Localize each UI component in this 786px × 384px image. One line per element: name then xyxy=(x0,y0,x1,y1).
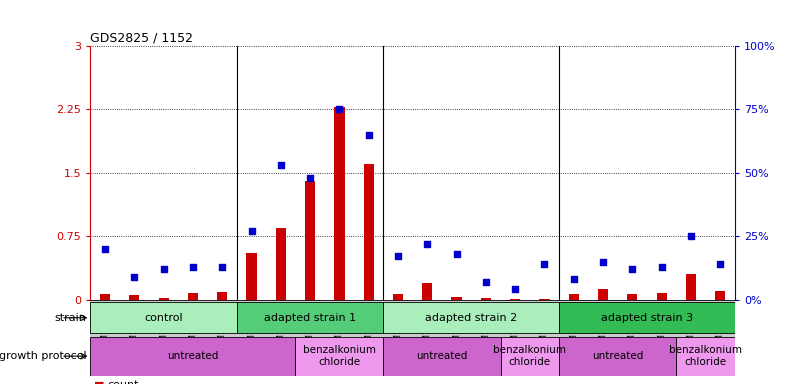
Bar xyxy=(510,299,520,300)
Bar xyxy=(217,292,227,300)
Bar xyxy=(568,294,579,300)
Bar xyxy=(715,291,725,300)
Point xyxy=(450,251,463,257)
Bar xyxy=(90,302,237,333)
Bar xyxy=(334,107,344,300)
Text: untreated: untreated xyxy=(417,351,468,361)
Bar xyxy=(539,299,549,300)
Bar xyxy=(364,164,374,300)
Text: growth protocol: growth protocol xyxy=(0,351,86,361)
Text: GDS2825 / 1152: GDS2825 / 1152 xyxy=(90,31,193,44)
Point xyxy=(567,276,580,282)
Bar xyxy=(686,274,696,300)
Bar xyxy=(598,288,608,300)
Bar xyxy=(422,283,432,300)
Text: strain: strain xyxy=(54,313,86,323)
Bar xyxy=(559,302,735,333)
Bar xyxy=(159,298,169,300)
Bar xyxy=(188,293,198,300)
Bar xyxy=(129,295,139,300)
Point xyxy=(362,132,375,138)
Bar xyxy=(559,337,676,376)
Point xyxy=(216,263,229,270)
Point xyxy=(333,106,346,113)
Text: control: control xyxy=(145,313,183,323)
Point xyxy=(274,162,287,168)
Bar xyxy=(90,337,296,376)
Text: count: count xyxy=(108,380,139,384)
Point xyxy=(626,266,639,272)
Point xyxy=(245,228,258,234)
Bar xyxy=(100,294,110,300)
Bar xyxy=(305,181,315,300)
Point xyxy=(99,246,112,252)
Text: ■: ■ xyxy=(94,380,105,384)
Point xyxy=(186,263,199,270)
Text: benzalkonium
chloride: benzalkonium chloride xyxy=(669,345,742,367)
Bar xyxy=(384,337,501,376)
Text: untreated: untreated xyxy=(167,351,219,361)
Bar xyxy=(676,337,735,376)
Point xyxy=(391,253,404,260)
Bar xyxy=(276,228,286,300)
Point xyxy=(157,266,170,272)
Bar xyxy=(451,297,461,300)
Point xyxy=(538,261,551,267)
Text: benzalkonium
chloride: benzalkonium chloride xyxy=(303,345,376,367)
Point xyxy=(128,274,141,280)
Bar xyxy=(246,253,257,300)
Point xyxy=(714,261,726,267)
Point xyxy=(685,233,697,239)
Point xyxy=(597,258,609,265)
Point xyxy=(304,175,317,181)
Bar xyxy=(237,302,384,333)
Point xyxy=(656,263,668,270)
Bar xyxy=(296,337,384,376)
Bar xyxy=(90,300,735,342)
Bar xyxy=(501,337,559,376)
Bar xyxy=(481,298,491,300)
Point xyxy=(421,241,434,247)
Text: adapted strain 2: adapted strain 2 xyxy=(425,313,517,323)
Bar xyxy=(393,294,403,300)
Bar xyxy=(384,302,559,333)
Text: benzalkonium
chloride: benzalkonium chloride xyxy=(494,345,567,367)
Point xyxy=(509,286,521,293)
Bar xyxy=(627,294,637,300)
Text: adapted strain 1: adapted strain 1 xyxy=(264,313,356,323)
Text: adapted strain 3: adapted strain 3 xyxy=(601,313,693,323)
Text: untreated: untreated xyxy=(592,351,644,361)
Point xyxy=(479,279,492,285)
Bar xyxy=(656,293,667,300)
